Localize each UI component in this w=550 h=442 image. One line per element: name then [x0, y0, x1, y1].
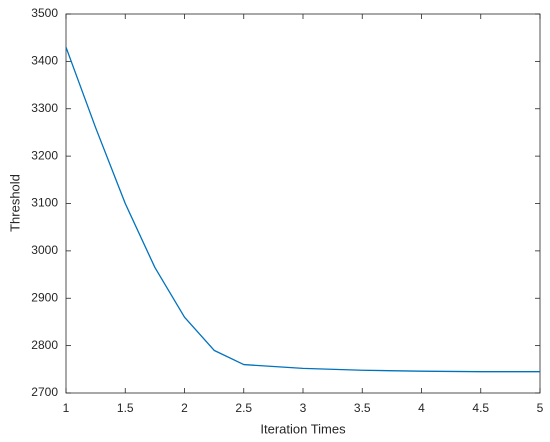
- x-tick-label: 4: [418, 401, 425, 415]
- y-tick-label: 3100: [31, 196, 58, 210]
- y-tick-label: 3000: [31, 243, 58, 257]
- x-tick-label: 1: [63, 401, 70, 415]
- plot-frame: [65, 13, 541, 394]
- y-tick-label: 2900: [31, 290, 58, 304]
- x-tick-label: 5: [537, 401, 544, 415]
- x-tick-label: 2.5: [235, 401, 252, 415]
- y-tick-label: 3300: [31, 101, 58, 115]
- y-tick-label: 3400: [31, 54, 58, 68]
- x-tick-label: 1.5: [117, 401, 134, 415]
- y-tick-label: 3500: [31, 6, 58, 20]
- x-tick-label: 3: [300, 401, 307, 415]
- x-tick-label: 3.5: [354, 401, 371, 415]
- x-tick-label: 2: [181, 401, 188, 415]
- y-axis-label: Threshold: [7, 174, 22, 232]
- y-tick-label: 2800: [31, 338, 58, 352]
- y-tick-label: 2700: [31, 385, 58, 399]
- data-line: [65, 46, 540, 373]
- x-tick-label: 4.5: [472, 401, 489, 415]
- x-axis-label: Iteration Times: [260, 421, 346, 436]
- y-tick-label: 3200: [31, 148, 58, 162]
